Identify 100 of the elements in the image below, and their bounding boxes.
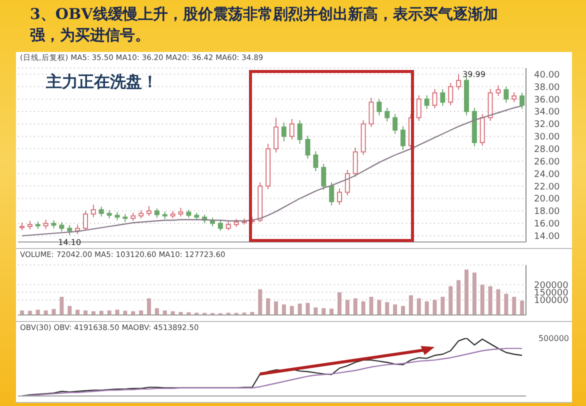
bar	[76, 310, 80, 315]
bar	[488, 286, 492, 315]
bar	[408, 295, 413, 315]
candlestick	[344, 169, 350, 196]
bar	[464, 270, 468, 315]
bar	[314, 307, 318, 315]
bar	[416, 298, 421, 315]
bar	[290, 306, 294, 315]
candlestick	[67, 224, 72, 236]
bar	[456, 280, 461, 315]
candlestick	[520, 92, 525, 110]
bar	[36, 310, 40, 315]
candlestick	[424, 94, 430, 110]
candlestick	[98, 206, 104, 218]
candlestick	[154, 208, 160, 218]
y-tick-label: 24.00	[534, 170, 560, 180]
chart-title: 3、OBV线缓慢上升，股价震荡非常剧烈并创出新高，表示买气逐渐加强，为买进信号。	[30, 4, 499, 46]
candlestick	[281, 122, 286, 142]
y-tick-label: 38.00	[534, 82, 560, 93]
bar	[520, 300, 524, 315]
candlestick	[432, 88, 438, 109]
candlestick	[313, 150, 318, 172]
candlestick	[368, 97, 374, 128]
y-tick-label: 20.00	[534, 194, 560, 205]
bar	[338, 292, 342, 315]
y-tick-label: 32.00	[534, 120, 560, 130]
bar	[68, 306, 72, 315]
y-tick-label: 30.00	[534, 132, 560, 143]
annotation: 主力正在洗盘！	[46, 72, 158, 93]
bar	[480, 284, 484, 315]
bar	[393, 304, 398, 315]
bar	[369, 296, 374, 315]
candlestick	[59, 222, 64, 232]
candlestick	[83, 210, 88, 230]
bar	[131, 311, 136, 315]
y-tick-label: 18.00	[534, 207, 560, 218]
candlestick	[218, 220, 223, 232]
y-tick-label: 36.00	[534, 95, 560, 106]
candlestick	[337, 188, 342, 206]
candlestick	[416, 94, 422, 122]
y-tick-label: 14.00	[534, 232, 560, 242]
candlestick	[512, 92, 517, 103]
bar	[258, 289, 262, 315]
candlestick	[289, 118, 294, 140]
bar	[115, 310, 120, 315]
bar	[472, 272, 476, 315]
candlestick	[376, 98, 382, 116]
bar	[504, 294, 508, 315]
bar	[298, 304, 302, 315]
y-tick-label: 16.00	[534, 220, 560, 230]
bar	[432, 300, 437, 315]
annotation: 14.10	[58, 238, 82, 247]
bar	[266, 298, 270, 315]
text: 500000	[538, 334, 569, 343]
bar	[448, 286, 453, 315]
bar	[274, 301, 278, 315]
bar	[385, 302, 390, 315]
candlestick	[90, 204, 96, 218]
bar	[322, 308, 326, 315]
candlestick	[297, 120, 302, 144]
candlestick	[440, 88, 446, 106]
bar	[401, 306, 405, 315]
candlestick	[400, 126, 406, 151]
candlestick	[321, 163, 326, 190]
y-tick-label: 28.00	[534, 144, 560, 155]
candlestick	[329, 182, 334, 206]
y-tick-label: 100000	[534, 296, 569, 306]
candlestick	[43, 219, 48, 230]
bar	[424, 301, 429, 315]
annotation: 39.99	[462, 70, 486, 80]
bar	[91, 311, 96, 315]
bar	[306, 302, 310, 315]
bar	[345, 300, 350, 315]
bar	[377, 300, 382, 315]
bar	[353, 298, 358, 315]
bar	[52, 308, 56, 315]
bar	[440, 296, 445, 315]
bar	[170, 311, 175, 315]
bar	[361, 301, 366, 315]
candlestick	[392, 113, 398, 134]
y-tick-label: 22.00	[534, 182, 560, 192]
candlestick	[384, 107, 390, 122]
bar	[512, 296, 516, 315]
bar	[330, 308, 334, 315]
candlestick	[504, 86, 509, 104]
bar	[282, 304, 286, 315]
candlestick	[274, 117, 278, 154]
candlestick	[448, 82, 454, 106]
bar	[147, 298, 151, 315]
y-tick-label: 26.00	[534, 157, 560, 168]
candlestick	[305, 135, 310, 160]
y-tick-label: 40.00	[534, 70, 560, 80]
candlestick	[146, 205, 152, 216]
bar	[60, 296, 64, 315]
candlestick	[496, 84, 501, 96]
candlestick	[352, 147, 358, 178]
y-tick-label: 34.00	[534, 108, 560, 118]
candlestick	[456, 74, 462, 90]
bar	[154, 308, 159, 315]
bar	[496, 289, 500, 315]
